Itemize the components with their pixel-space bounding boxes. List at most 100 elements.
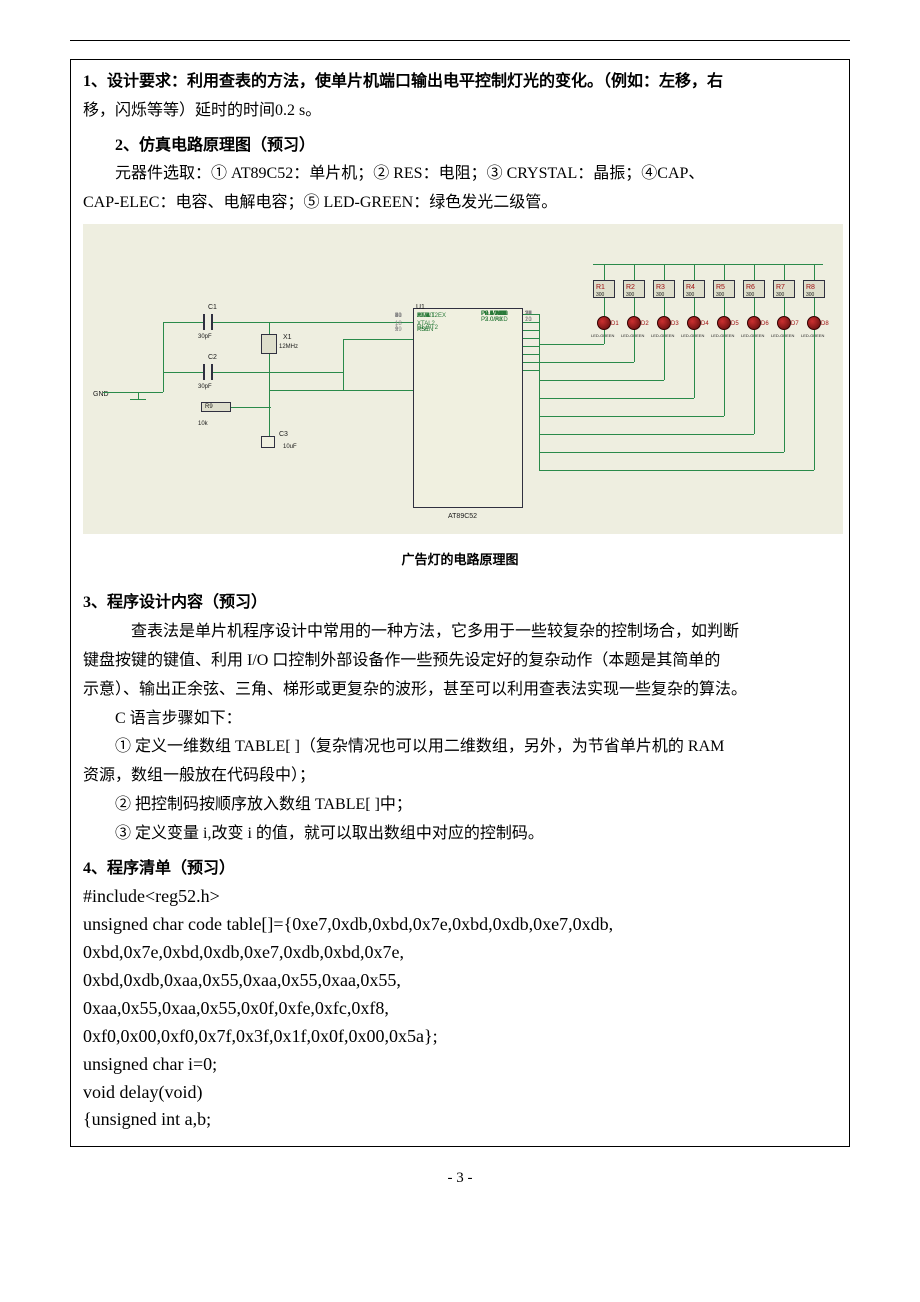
- wire: [604, 330, 605, 344]
- led-label: D3: [671, 319, 679, 330]
- wire: [784, 298, 785, 316]
- c2-plate-a: [203, 364, 205, 380]
- wire: [814, 330, 815, 470]
- wire: [539, 452, 784, 453]
- wire: [604, 264, 605, 280]
- para-3f: 资源，数组一般放在代码段中）；: [83, 762, 837, 791]
- wire: [664, 298, 665, 316]
- code-line: 0xaa,0x55,0xaa,0x55,0x0f,0xfe,0xfc,0xf8,: [83, 995, 837, 1023]
- wire: [523, 314, 539, 315]
- led-type: LED-GREEN: [591, 332, 614, 339]
- para-3b: 键盘按键的键值、利用 I/O 口控制外部设备作一些预先设定好的复杂动作（本题是其…: [83, 647, 837, 676]
- wire: [539, 370, 540, 470]
- wire: [163, 372, 203, 373]
- chip-name: AT89C52: [448, 511, 477, 524]
- gnd-label: GND: [93, 389, 109, 402]
- pin: P1.7: [417, 312, 429, 320]
- led-type: LED-GREEN: [741, 332, 764, 339]
- wire: [523, 330, 539, 331]
- top-rule: [70, 40, 850, 41]
- c3-body: [261, 436, 275, 448]
- c2-val: 30pF: [198, 382, 212, 393]
- wire: [604, 298, 605, 316]
- led-d1: [597, 316, 611, 330]
- para-1a: 1、设计要求：利用查表的方法，使单片机端口输出电平控制灯光的变化。（例如：左移，…: [83, 68, 837, 97]
- para-3a: 查表法是单片机程序设计中常用的一种方法，它多用于一些较复杂的控制场合，如判断: [83, 618, 837, 647]
- wire: [784, 330, 785, 452]
- figure-caption: 广告灯的电路原理图: [83, 548, 837, 571]
- para-3h: ③ 定义变量 i,改变 i 的值，就可以取出数组中对应的控制码。: [83, 820, 837, 849]
- mcu-chip: [413, 308, 523, 508]
- wire: [213, 372, 343, 373]
- wire: [784, 264, 785, 280]
- wire: [664, 330, 665, 380]
- led-label: D7: [791, 319, 799, 330]
- para-2b: CAP-ELEC：电容、电解电容；⑤ LED-GREEN：绿色发光二级管。: [83, 189, 837, 218]
- led-d3: [657, 316, 671, 330]
- led-d5: [717, 316, 731, 330]
- wire: [523, 338, 539, 339]
- led-label: D5: [731, 319, 739, 330]
- para-1b: 移，闪烁等等）延时的时间0.2 s。: [83, 97, 837, 126]
- wire: [814, 298, 815, 316]
- c3-val: 10uF: [283, 442, 297, 453]
- c2-label: C2: [208, 352, 217, 365]
- wire: [754, 330, 755, 434]
- page-frame: 1、设计要求：利用查表的方法，使单片机端口输出电平控制灯光的变化。（例如：左移，…: [70, 59, 850, 1147]
- led-type: LED-GREEN: [681, 332, 704, 339]
- wire: [539, 380, 664, 381]
- wire: [634, 264, 635, 280]
- r9-val: 10k: [198, 419, 208, 430]
- led-d4: [687, 316, 701, 330]
- wire: [163, 322, 164, 392]
- code-listing: #include<reg52.h> unsigned char code tab…: [83, 883, 837, 1134]
- wire: [634, 330, 635, 362]
- wire: [343, 339, 413, 340]
- led-label: D8: [821, 319, 829, 330]
- wire: [814, 264, 815, 280]
- c1-label: C1: [208, 302, 217, 315]
- wire: [539, 362, 634, 363]
- wire: [343, 339, 344, 372]
- wire: [231, 407, 271, 408]
- wire: [539, 416, 724, 417]
- led-type: LED-GREEN: [621, 332, 644, 339]
- led-type: LED-GREEN: [801, 332, 824, 339]
- circuit-schematic: GND C1 30pF C2 30pF X1 12MHz R9 10k C3: [83, 224, 843, 534]
- wire: [694, 264, 695, 280]
- code-line: 0xbd,0xdb,0xaa,0x55,0xaa,0x55,0xaa,0x55,: [83, 967, 837, 995]
- led-d2: [627, 316, 641, 330]
- wire: [694, 298, 695, 316]
- heading-2: 2、仿真电路原理图（预习）: [83, 132, 837, 161]
- pin: P3.7/RD: [481, 310, 504, 318]
- led-d6: [747, 316, 761, 330]
- wire: [269, 390, 413, 391]
- page-number: - 3 -: [70, 1165, 850, 1192]
- wire: [754, 298, 755, 316]
- led-type: LED-GREEN: [651, 332, 674, 339]
- c1-val: 30pF: [198, 332, 212, 343]
- para-3g: ② 把控制码按顺序放入数组 TABLE[ ]中；: [83, 791, 837, 820]
- wire: [523, 362, 539, 363]
- wire: [269, 372, 270, 436]
- wire: [724, 298, 725, 316]
- wire: [724, 330, 725, 416]
- pinno: 8: [395, 312, 398, 320]
- wire: [523, 354, 539, 355]
- led-label: D2: [641, 319, 649, 330]
- c3-label: C3: [279, 429, 288, 442]
- code-line: #include<reg52.h>: [83, 883, 837, 911]
- wire: [213, 322, 413, 323]
- heading-4: 4、程序清单（预习）: [83, 855, 837, 884]
- wire: [523, 322, 539, 323]
- wire: [523, 370, 539, 371]
- wire: [539, 434, 754, 435]
- wire: [523, 346, 539, 347]
- wire: [103, 392, 163, 393]
- wire: [634, 298, 635, 316]
- led-label: D4: [701, 319, 709, 330]
- r9-label: R9: [205, 402, 213, 413]
- code-line: 0xf0,0x00,0xf0,0x7f,0x3f,0x1f,0x0f,0x00,…: [83, 1023, 837, 1051]
- para-2a: 元器件选取：① AT89C52：单片机；② RES：电阻；③ CRYSTAL：晶…: [83, 160, 837, 189]
- wire: [664, 264, 665, 280]
